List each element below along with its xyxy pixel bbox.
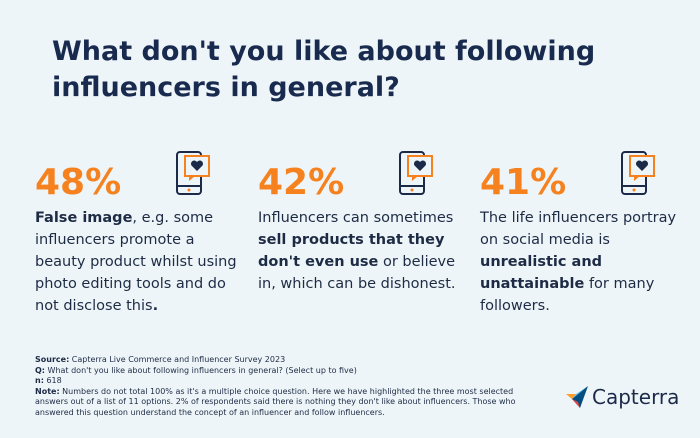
footer-line: Q: What don't you like about following i… <box>35 366 535 377</box>
description-run: False image <box>35 210 133 226</box>
icon-graphic <box>399 151 433 195</box>
stat-value: 48% <box>35 162 122 203</box>
phone-icon <box>175 150 211 200</box>
footer-line: Source: Capterra Live Commerce and Influ… <box>35 355 535 366</box>
description-run: The life influencers portray on social m… <box>480 210 677 248</box>
logo: Capterra <box>566 385 679 409</box>
title: What don't you like about following infl… <box>52 36 596 103</box>
footer-line: Note: Numbers do not total 100% as it's … <box>35 387 535 419</box>
icon-graphic <box>176 151 210 195</box>
stat-value: 41% <box>480 162 567 203</box>
description-run: unrealistic and unattainable <box>480 254 603 292</box>
footer-text: What don't you like about following infl… <box>45 365 357 375</box>
phone-icon <box>620 150 656 200</box>
footer-label: Q: <box>35 365 45 375</box>
footer-label: Note: <box>35 386 60 396</box>
description-run: . <box>152 298 159 314</box>
footer: Source: Capterra Live Commerce and Influ… <box>35 355 535 418</box>
footer-line: n: 618 <box>35 376 535 387</box>
icon-graphic <box>621 151 655 195</box>
description-run: , e.g. some influencers promote a beauty… <box>35 210 237 314</box>
description-run: for many followers. <box>480 276 655 314</box>
stat-description: The life influencers portray on social m… <box>480 207 685 317</box>
footer-label: n: <box>35 376 44 385</box>
footer-text: 618 <box>43 376 62 385</box>
footer-text: Capterra Live Commerce and Influencer Su… <box>69 355 286 364</box>
stat-description: Influencers can sometimes sell products … <box>258 207 463 295</box>
stat-description: False image, e.g. some influencers promo… <box>35 207 240 317</box>
stat-value: 42% <box>258 162 345 203</box>
logo-icon <box>566 386 588 408</box>
description-run: Influencers can sometimes <box>258 210 454 226</box>
footer-label: Source: <box>35 355 70 364</box>
logo-text: Capterra <box>592 385 680 409</box>
description-run: or believe in, which can be dishonest. <box>258 254 456 292</box>
description-run: sell products that they don't even use <box>258 232 445 270</box>
phone-icon <box>398 150 434 200</box>
footer-text: Numbers do not total 100% as it's a mult… <box>35 386 516 417</box>
